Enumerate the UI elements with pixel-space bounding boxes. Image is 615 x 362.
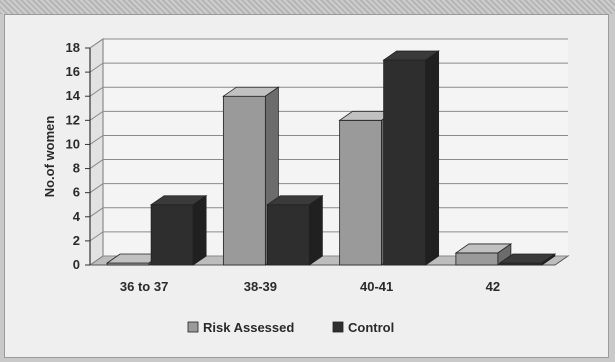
x-category-label: 40-41 [360,279,393,294]
x-category-label: 36 to 37 [120,279,168,294]
y-tick-label: 18 [66,40,80,55]
y-tick-label: 14 [66,88,81,103]
y-tick-label: 4 [73,209,81,224]
legend-label-risk-assessed: Risk Assessed [203,320,294,335]
y-tick-label: 0 [73,257,80,272]
y-tick-label: 8 [73,161,80,176]
y-axis-label: No.of women [42,116,57,198]
bar-control [384,51,439,265]
legend-swatch-risk-assessed [188,322,198,332]
x-category-label: 38-39 [244,279,277,294]
y-tick-label: 10 [66,136,80,151]
y-tick-label: 16 [66,64,80,79]
plot-side-wall [90,39,103,265]
legend-label-control: Control [348,320,394,335]
y-tick-label: 6 [73,185,80,200]
y-tick-label: 12 [66,112,80,127]
bar-control [267,196,322,265]
y-tick-label: 2 [73,233,80,248]
x-category-label: 42 [486,279,500,294]
bar-control [151,196,206,265]
legend-swatch-control [333,322,343,332]
